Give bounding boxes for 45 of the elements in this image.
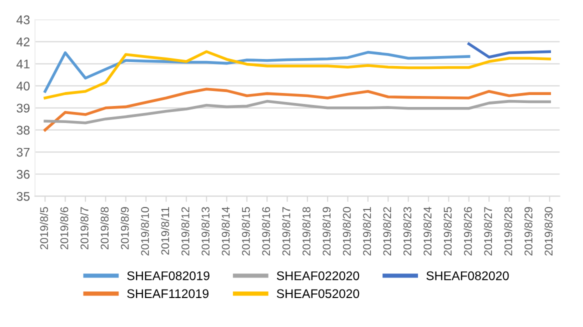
x-tick-label: 2019/8/23 (403, 207, 412, 256)
legend-label: SHEAF082019 (127, 271, 210, 280)
x-tick-label: 2019/8/9 (120, 207, 129, 250)
y-tick-label: 41 (16, 60, 30, 68)
x-tick-label: 2019/8/27 (484, 207, 492, 256)
x-tick-label: 2019/8/18 (302, 207, 310, 256)
y-tick-label: 42 (16, 37, 30, 46)
y-tick-label: 37 (16, 148, 30, 157)
x-tick-label: 2019/8/28 (504, 207, 512, 256)
x-tick-label: 2019/8/16 (262, 207, 270, 256)
x-tick-label: 2019/8/7 (80, 207, 88, 250)
legend-label: SHEAF082020 (426, 271, 509, 280)
x-tick-label: 2019/8/12 (181, 207, 190, 256)
x-tick-label: 2019/8/30 (544, 207, 553, 256)
x-tick-label: 2019/8/21 (362, 207, 371, 256)
x-tick-label: 2019/8/10 (140, 207, 149, 256)
line-series (44, 50, 551, 100)
x-tick-label: 2019/8/24 (423, 206, 432, 256)
line-series (467, 42, 551, 59)
x-tick-label: 2019/8/25 (444, 207, 452, 256)
x-tick-label: 2019/8/15 (242, 207, 250, 256)
y-tick-label: 35 (16, 192, 30, 201)
x-tick-label: 2019/8/8 (100, 207, 109, 250)
line-series (44, 88, 551, 132)
x-tick-label: 2019/8/17 (282, 207, 290, 256)
x-tick-label: 2019/8/6 (60, 207, 68, 250)
y-tick-label: 36 (16, 170, 30, 179)
legend-label: SHEAF052020 (276, 289, 360, 298)
y-tick-label: 43 (16, 15, 30, 24)
y-tick-label: 39 (16, 104, 30, 113)
x-tick-label: 2019/8/11 (160, 207, 170, 255)
legend-label: SHEAF022020 (276, 271, 360, 280)
line-series (44, 50, 470, 93)
x-tick-label: 2019/8/19 (322, 207, 331, 256)
x-tick-label: 2019/8/13 (201, 207, 210, 256)
y-tick-label: 38 (16, 126, 30, 135)
x-tick-label: 2019/8/29 (524, 207, 532, 256)
x-tick-label: 2019/8/5 (40, 207, 48, 250)
x-tick-label: 2019/8/14 (222, 206, 230, 256)
line-series (44, 100, 551, 124)
x-tick-label: 2019/8/22 (382, 207, 392, 256)
x-tick-label: 2019/8/20 (342, 207, 351, 256)
x-tick-label: 2019/8/26 (464, 207, 472, 256)
legend-label: SHEAF112019 (127, 289, 209, 298)
y-tick-label: 40 (16, 82, 30, 90)
